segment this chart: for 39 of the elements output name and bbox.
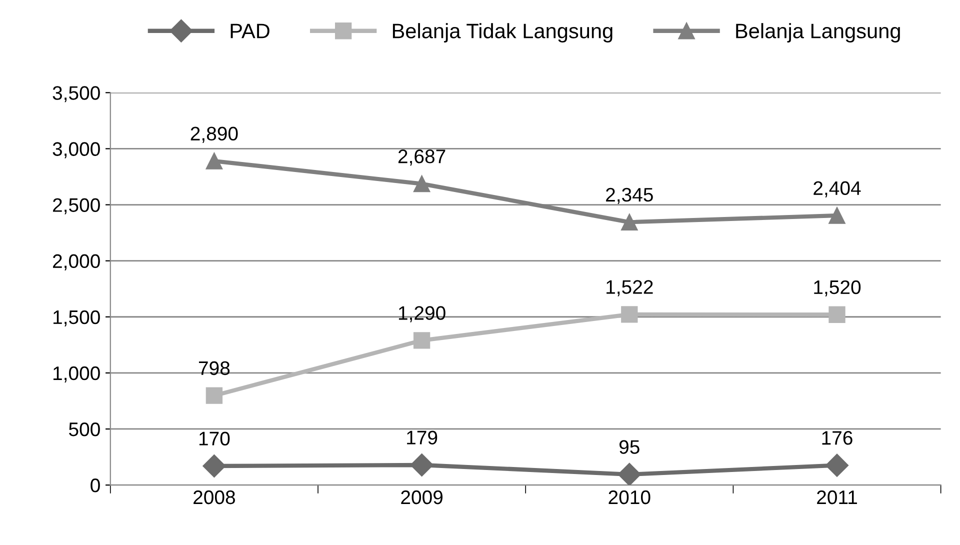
y-tick-label: 500	[69, 422, 100, 436]
y-tick-label: 1,500	[54, 310, 100, 326]
legend-label: Belanja Langsung	[736, 23, 900, 43]
data-label: 1,520	[814, 280, 861, 296]
y-tick-label: 0	[90, 478, 100, 492]
data-label: 1,522	[606, 280, 653, 296]
data-label: 95	[620, 440, 640, 454]
data-label: 2,404	[814, 181, 861, 198]
y-tick-label: 3,000	[52, 142, 100, 158]
point	[202, 454, 226, 478]
y-tick-label: 2,500	[53, 198, 100, 214]
point	[828, 306, 846, 323]
y-tick-label: 3,500	[52, 86, 100, 102]
point	[828, 207, 846, 224]
point	[206, 387, 223, 404]
y-tick-label: 1,000	[54, 366, 100, 382]
point	[206, 152, 223, 170]
y-tick-label: 2,000	[53, 254, 100, 270]
x-tick-label: 2010	[608, 490, 650, 504]
data-label: 2,687	[398, 150, 446, 166]
point	[413, 175, 430, 192]
x-tick-label: 2008	[194, 490, 235, 504]
point	[621, 306, 638, 323]
x-tick-label: 2011	[817, 490, 857, 504]
data-label: 176	[822, 431, 852, 445]
legend-label: Belanja Tidak Langsung	[392, 23, 612, 43]
data-label: 2,890	[190, 126, 238, 143]
x-tick-label: 2009	[401, 490, 443, 504]
point	[826, 454, 848, 477]
data-label: 2,345	[606, 188, 653, 204]
data-label: 170	[199, 432, 230, 446]
point	[621, 214, 638, 230]
point	[410, 453, 434, 476]
data-label: 179	[407, 430, 438, 444]
point	[618, 462, 641, 486]
data-label: 1,290	[398, 306, 446, 322]
legend-label: PAD	[230, 24, 270, 38]
data-label: 798	[198, 361, 230, 376]
point	[413, 332, 430, 349]
